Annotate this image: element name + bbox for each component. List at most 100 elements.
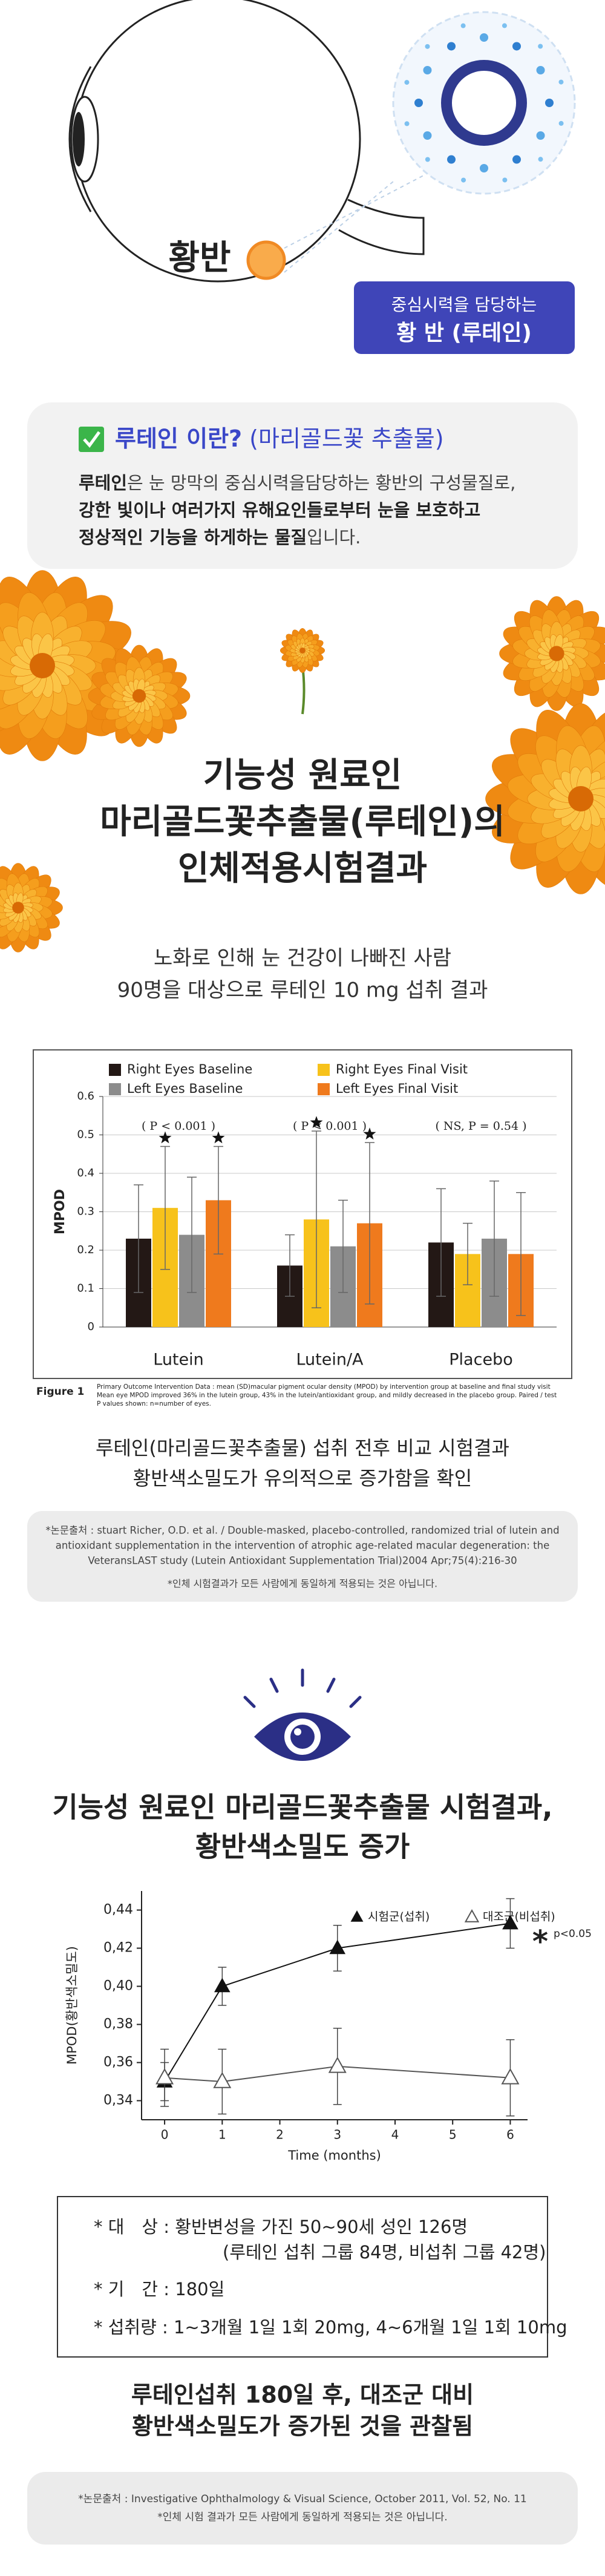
cell [558, 79, 564, 85]
series-line [165, 2065, 511, 2083]
cell [512, 155, 521, 164]
y-tick-label: 0,36 [103, 2055, 133, 2070]
macula-box-line2: 황 반 (루테인) [396, 321, 532, 346]
section-title: 기능성 원료인 마리골드꽃추출물 시험결과, [52, 1791, 552, 1824]
cell [558, 120, 564, 126]
point [214, 1978, 231, 1993]
intro-text: 은 눈 망막의 중심시력을담당하는 황반의 구성물질로, [127, 473, 515, 493]
flower-center [568, 786, 594, 811]
flower-center [299, 647, 306, 654]
reference-box [27, 2472, 578, 2545]
y-tick-label: 0,44 [103, 1903, 133, 1918]
intro-bold: 정상적인 기능을 하게하는 물질 [79, 527, 307, 548]
flower-center [30, 653, 55, 678]
x-tick-label: Lutein [153, 1351, 204, 1369]
reference: antioxidant supplementation in the inter… [56, 1540, 550, 1552]
x-tick-label: 1 [218, 2128, 226, 2142]
legend-swatch [109, 1064, 121, 1076]
legend-label: Right Eyes Final Visit [336, 1062, 468, 1077]
point [329, 1939, 346, 1955]
y-tick-label: 0,34 [103, 2093, 133, 2108]
cell [425, 157, 430, 162]
bar-chart: Right Eyes Baseline Right Eyes Final Visi… [53, 1062, 557, 1369]
reference: *논문출처 : Investigative Ophthalmology & Vi… [78, 2493, 527, 2505]
cell [536, 66, 545, 74]
figure-caption: Primary Outcome Intervention Data : mean… [97, 1383, 551, 1391]
macula-box-line1: 중심시력을 담당하는 [391, 295, 537, 315]
flower-center [549, 646, 564, 661]
intro-title: 루테인 이란? (마리골드꽃 추출물) [115, 425, 444, 452]
result-text: 루테인(마리골드꽃추출물) 섭취 전후 비교 시험결과 [96, 1437, 509, 1460]
section-title: 황반색소밀도 증가 [195, 1830, 410, 1863]
zoom-line [284, 181, 394, 273]
intro-title-bold: 루테인 이란? [115, 425, 242, 452]
x-tick-label: 4 [391, 2128, 399, 2142]
flower-center [132, 689, 146, 703]
macula-label: 황반 [168, 238, 231, 278]
info-line: (루테인 섭취 그룹 84명, 비섭취 그룹 42명) [223, 2242, 546, 2263]
macula-dot [246, 240, 286, 280]
cell [538, 157, 543, 162]
point [213, 2071, 232, 2088]
cell [423, 131, 432, 140]
reference: *인체 시험 결과가 모든 사람에게 동일하게 적용되는 것은 아닙니다. [157, 2511, 447, 2523]
intro-bold: 루테인 [79, 473, 127, 493]
cell [414, 99, 423, 107]
legend-label: 대조군(비섭취) [483, 1910, 555, 1924]
line-chart: 시험군(섭취) 대조군(비섭취) 0,34 0,36 0,38 0,40 0,42 0,44 0… [65, 1891, 592, 2163]
info-line: * 기 간 : 180일 [94, 2279, 224, 2299]
x-axis-label: Time (months) [287, 2148, 381, 2163]
reference-note: *인체 시험결과가 모든 사람에게 동일하게 적용되는 것은 아닙니다. [168, 1578, 437, 1590]
section-subtitle: 90명을 대상으로 루테인 10 mg 섭취 결과 [117, 978, 488, 1003]
significance-star [310, 1116, 323, 1128]
cell-dots [404, 23, 564, 183]
intro-line: 정상적인 기능을 하게하는 물질입니다. [79, 527, 361, 548]
y-tick-label: 0 [88, 1320, 94, 1333]
ray [326, 1677, 336, 1693]
y-tick-label: 0.2 [77, 1244, 94, 1256]
point [502, 1915, 518, 1930]
significance-star [159, 1131, 172, 1144]
cell [461, 177, 466, 183]
macula-ring [441, 60, 527, 146]
cell [425, 44, 430, 49]
cell [502, 23, 507, 28]
annotation: ( P < 0.001 ) [293, 1119, 367, 1133]
cell [404, 80, 410, 85]
cell [447, 155, 456, 164]
legend-label: Left Eyes Baseline [127, 1081, 243, 1096]
x-tick-label: Lutein/A [296, 1351, 364, 1369]
cell [480, 164, 488, 172]
intro-box [27, 402, 578, 569]
intro-title-rest: (마리골드꽃 추출물) [249, 425, 443, 452]
result-text: 황반색소밀도가 유의적으로 증가함을 확인 [133, 1467, 472, 1490]
point [155, 2068, 174, 2085]
y-axis-label: MPOD(황반색소밀도) [65, 1946, 79, 2065]
intro-line: 강한 빛이나 여러가지 유해요인들로부터 눈을 보호하고 [79, 500, 480, 520]
zoom-line [284, 175, 424, 249]
point [501, 2068, 520, 2085]
check-icon [79, 427, 104, 452]
section-subtitle: 노화로 인해 눈 건강이 나빠진 사람 [154, 946, 451, 971]
cell [447, 42, 456, 51]
y-tick-label: 0,40 [103, 1979, 133, 1994]
info-line: * 섭취량 : 1~3개월 1일 1회 20mg, 4~6개월 1일 1회 10… [94, 2317, 567, 2338]
x-tick-label: 6 [506, 2128, 514, 2142]
legend-swatch [109, 1083, 121, 1095]
series-line [164, 1922, 511, 2082]
significance-star [212, 1131, 225, 1144]
iris [73, 112, 85, 166]
y-tick-label: 0.3 [77, 1205, 94, 1218]
section-title: 마리골드꽃추출물(루테인)의 [100, 802, 505, 842]
reference: VeteransLAST study (Lutein Antioxidant S… [88, 1555, 517, 1567]
conclusion: 루테인섭취 180일 후, 대조군 대비 [131, 2382, 474, 2408]
annotation-marker: * [532, 1924, 548, 1959]
annotation: p<0.05 [554, 1928, 592, 1940]
legend-label: 시험군(섭취) [368, 1910, 430, 1924]
y-tick-label: 0.5 [77, 1129, 94, 1141]
y-tick-label: 0,38 [103, 2017, 133, 2032]
optic-nerve [338, 198, 425, 255]
conclusion: 황반색소밀도가 증가된 것을 관찰됨 [132, 2413, 473, 2440]
y-tick-label: 0.1 [77, 1282, 94, 1295]
y-tick-label: 0.6 [77, 1090, 94, 1103]
